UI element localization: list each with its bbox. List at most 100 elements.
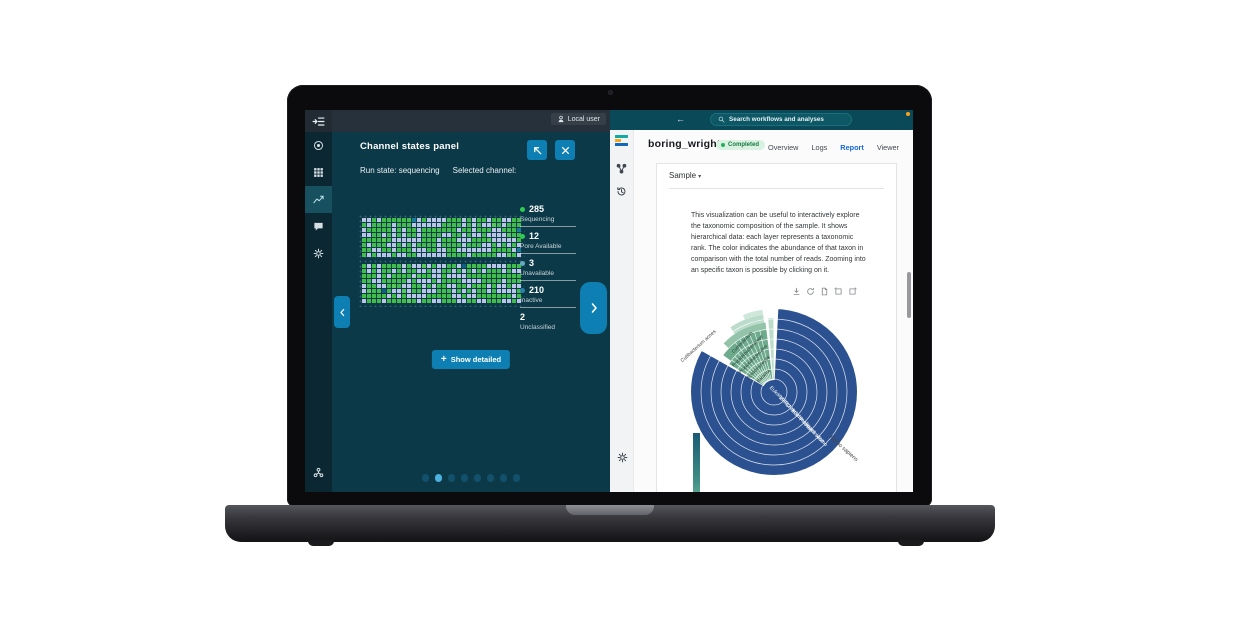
channel-cell[interactable]: [502, 238, 506, 242]
channel-cell[interactable]: [417, 228, 421, 232]
channel-cell[interactable]: [502, 223, 506, 227]
channel-cell[interactable]: [397, 218, 401, 222]
channel-cell[interactable]: [397, 228, 401, 232]
search-input[interactable]: Search workflows and analyses: [710, 113, 852, 126]
channel-cell[interactable]: [462, 253, 466, 257]
channel-cell[interactable]: [392, 253, 396, 257]
channel-cell[interactable]: [462, 299, 466, 303]
channel-cell[interactable]: [372, 228, 376, 232]
channel-cell[interactable]: [412, 248, 416, 252]
channel-cell[interactable]: [462, 228, 466, 232]
channel-cell[interactable]: [412, 289, 416, 293]
channel-cell[interactable]: [452, 264, 456, 268]
channel-cell[interactable]: [392, 264, 396, 268]
channel-cell[interactable]: [372, 294, 376, 298]
channel-cell[interactable]: [447, 238, 451, 242]
channel-cell[interactable]: [382, 289, 386, 293]
pagination-dot[interactable]: [473, 474, 482, 482]
channel-cell[interactable]: [382, 228, 386, 232]
channel-cell[interactable]: [517, 243, 521, 247]
channel-cell[interactable]: [422, 264, 426, 268]
channel-cell[interactable]: [472, 289, 476, 293]
channel-cell[interactable]: [457, 289, 461, 293]
channel-cell[interactable]: [477, 269, 481, 273]
channel-cell[interactable]: [492, 299, 496, 303]
channel-cell[interactable]: [502, 218, 506, 222]
channel-cell[interactable]: [462, 233, 466, 237]
channel-cell[interactable]: [492, 269, 496, 273]
channel-cell[interactable]: [387, 274, 391, 278]
channel-cell[interactable]: [507, 269, 511, 273]
channel-cell[interactable]: [372, 279, 376, 283]
channel-cell[interactable]: [472, 243, 476, 247]
channel-cell[interactable]: [402, 243, 406, 247]
channel-cell[interactable]: [467, 253, 471, 257]
channel-cell[interactable]: [367, 264, 371, 268]
channel-cell[interactable]: [427, 253, 431, 257]
channel-cell[interactable]: [482, 223, 486, 227]
channel-cell[interactable]: [402, 228, 406, 232]
channel-cell[interactable]: [432, 284, 436, 288]
channel-cell[interactable]: [402, 274, 406, 278]
channel-cell[interactable]: [512, 228, 516, 232]
channel-cell[interactable]: [512, 289, 516, 293]
channel-cell[interactable]: [452, 253, 456, 257]
channel-cell[interactable]: [377, 253, 381, 257]
channel-cell[interactable]: [422, 218, 426, 222]
next-page-button[interactable]: [580, 282, 607, 334]
channel-cell[interactable]: [387, 233, 391, 237]
channel-cell[interactable]: [387, 238, 391, 242]
channel-cell[interactable]: [492, 248, 496, 252]
sidebar-item-history[interactable]: [616, 186, 627, 197]
channel-cell[interactable]: [502, 299, 506, 303]
sidebar-item-workflows[interactable]: [616, 163, 627, 174]
channel-cell[interactable]: [447, 294, 451, 298]
channel-cell[interactable]: [382, 269, 386, 273]
channel-cell[interactable]: [402, 294, 406, 298]
channel-cell[interactable]: [447, 248, 451, 252]
channel-cell[interactable]: [432, 248, 436, 252]
channel-cell[interactable]: [497, 264, 501, 268]
channel-cell[interactable]: [467, 269, 471, 273]
channel-cell[interactable]: [362, 223, 366, 227]
channel-cell[interactable]: [382, 253, 386, 257]
channel-cell[interactable]: [472, 253, 476, 257]
channel-cell[interactable]: [437, 299, 441, 303]
channel-cell[interactable]: [397, 243, 401, 247]
channel-cell[interactable]: [392, 289, 396, 293]
channel-cell[interactable]: [432, 238, 436, 242]
channel-cell[interactable]: [382, 284, 386, 288]
channel-cell[interactable]: [447, 243, 451, 247]
channel-cell[interactable]: [467, 238, 471, 242]
channel-cell[interactable]: [512, 248, 516, 252]
channel-cell[interactable]: [457, 269, 461, 273]
channel-cell[interactable]: [387, 218, 391, 222]
channel-cell[interactable]: [442, 218, 446, 222]
channel-cell[interactable]: [507, 233, 511, 237]
channel-cell[interactable]: [387, 243, 391, 247]
channel-cell[interactable]: [372, 299, 376, 303]
channel-cell[interactable]: [442, 248, 446, 252]
channel-cell[interactable]: [372, 218, 376, 222]
channel-cell[interactable]: [407, 228, 411, 232]
channel-cell[interactable]: [497, 228, 501, 232]
channel-cell[interactable]: [472, 248, 476, 252]
channel-cell[interactable]: [452, 238, 456, 242]
channel-cell[interactable]: [377, 264, 381, 268]
channel-cell[interactable]: [402, 269, 406, 273]
channel-cell[interactable]: [407, 233, 411, 237]
channel-cell[interactable]: [417, 269, 421, 273]
channel-cell[interactable]: [392, 218, 396, 222]
channel-cell[interactable]: [397, 274, 401, 278]
channel-cell[interactable]: [497, 289, 501, 293]
channel-cell[interactable]: [507, 274, 511, 278]
channel-cell[interactable]: [467, 248, 471, 252]
channel-cell[interactable]: [422, 274, 426, 278]
channel-cell[interactable]: [422, 233, 426, 237]
channel-cell[interactable]: [472, 218, 476, 222]
channel-cell[interactable]: [482, 248, 486, 252]
channel-cell[interactable]: [412, 223, 416, 227]
channel-cell[interactable]: [437, 248, 441, 252]
channel-cell[interactable]: [482, 289, 486, 293]
channel-cell[interactable]: [387, 299, 391, 303]
